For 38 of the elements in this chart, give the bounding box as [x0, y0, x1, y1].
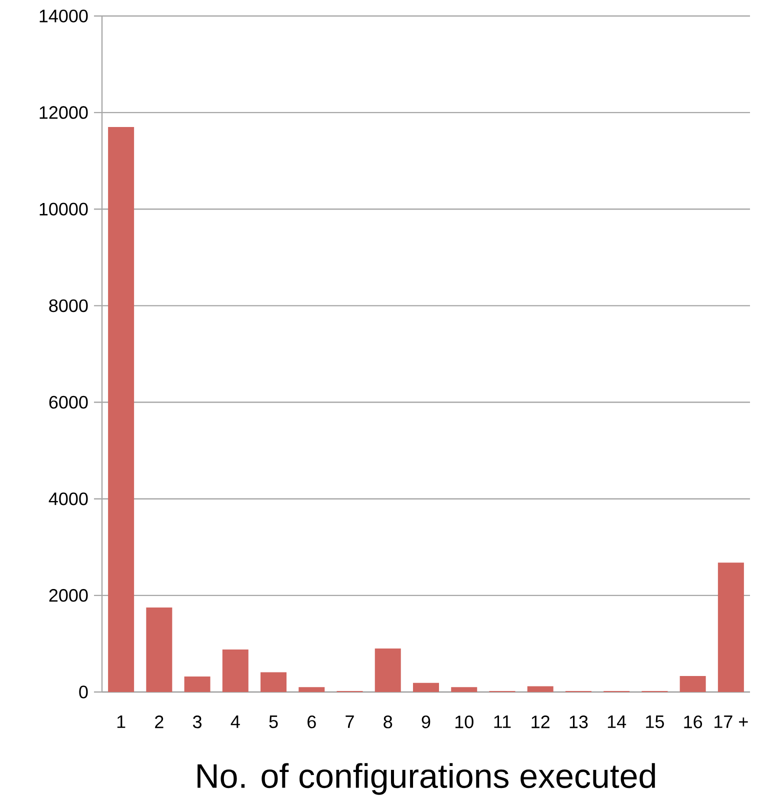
x-tick-label: 15 — [646, 716, 664, 728]
y-tick-label: 8000 — [49, 299, 88, 312]
bar — [374, 648, 401, 692]
bar — [413, 682, 439, 692]
y-tick-label: 10000 — [40, 202, 88, 216]
x-tick-label: 4 — [230, 716, 240, 728]
bar — [146, 607, 172, 692]
x-tick-label: 6 — [308, 716, 316, 728]
y-tick-label: 14000 — [40, 10, 88, 22]
x-tick-label: 3 — [192, 716, 202, 728]
bar — [451, 687, 478, 692]
x-tick-label: 2 — [155, 716, 164, 728]
y-tick-label: 6000 — [49, 396, 88, 409]
x-tick-label: 17 + — [714, 716, 748, 728]
bar — [298, 687, 325, 692]
x-tick-label: 1 — [117, 716, 126, 728]
x-tick-label: 7 — [346, 716, 354, 728]
x-tick-label: 13 — [570, 716, 588, 728]
x-tick-label: 8 — [384, 716, 392, 728]
y-tick-label: 2000 — [49, 589, 88, 602]
bar — [260, 672, 287, 692]
y-tick-label: 0 — [79, 686, 88, 698]
x-tick-label: 12 — [532, 716, 550, 728]
bar — [527, 686, 554, 692]
bar — [222, 650, 248, 692]
x-tick-label: 11 — [494, 716, 511, 728]
y-tick-label: 12000 — [40, 106, 88, 119]
bar — [680, 676, 706, 692]
x-tick-label: 16 — [684, 716, 702, 728]
bar — [184, 676, 210, 692]
y-tick-label: 4000 — [48, 492, 88, 506]
x-tick-label: 14 — [608, 716, 626, 728]
x-tick-label: 9 — [422, 716, 430, 728]
x-axis-title: No. of configurations executed — [198, 763, 655, 795]
bar — [718, 562, 744, 692]
x-tick-label: 10 — [455, 716, 474, 728]
x-tick-label: 5 — [269, 716, 278, 728]
bar — [108, 127, 134, 692]
